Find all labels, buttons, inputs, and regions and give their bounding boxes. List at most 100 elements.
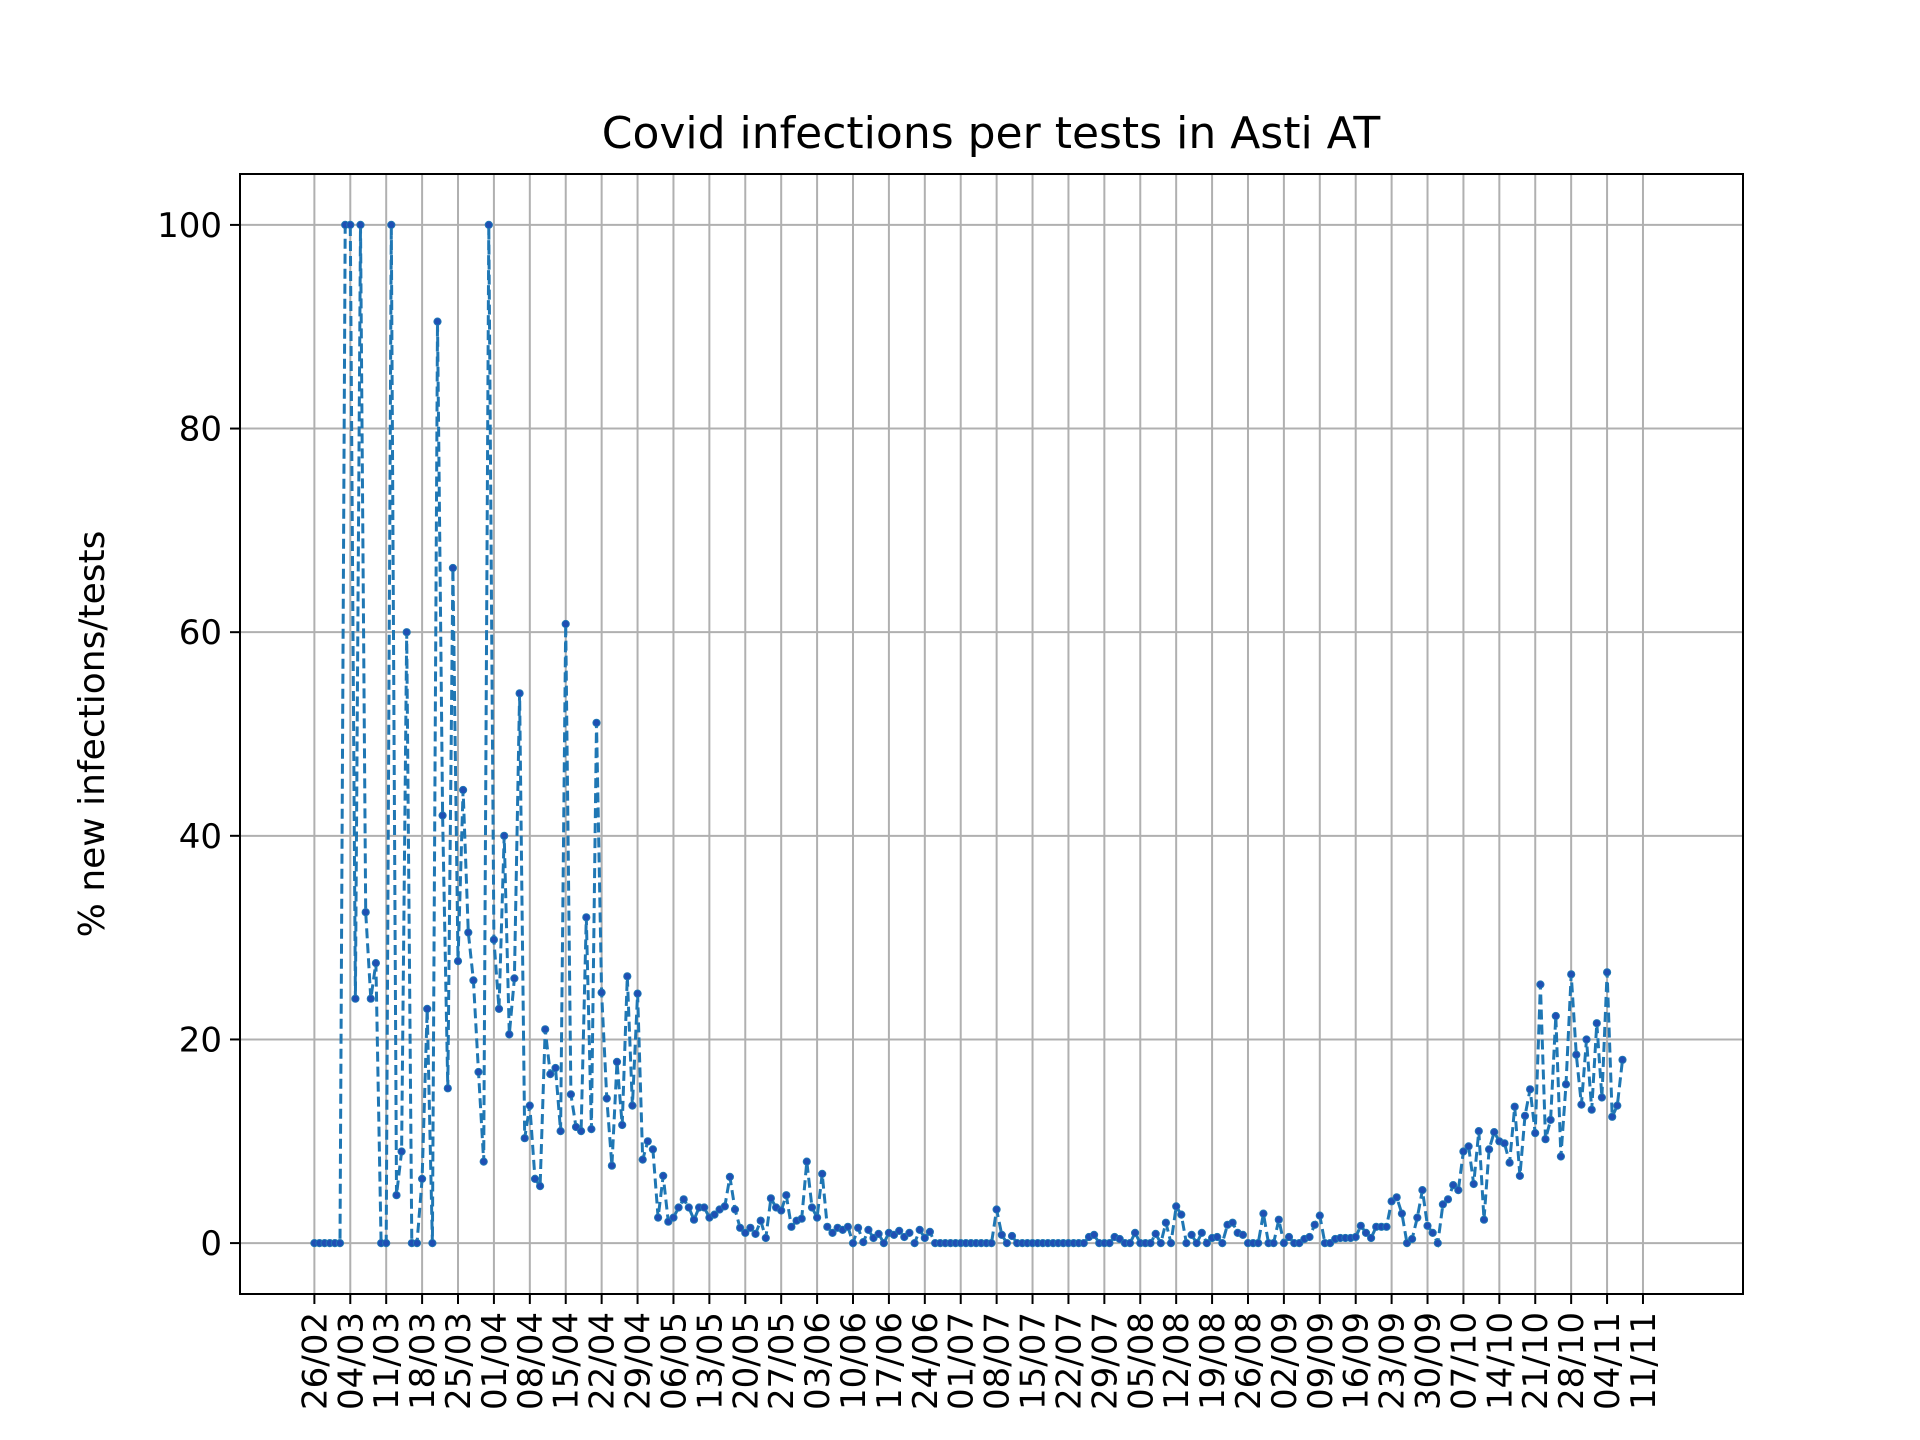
x-tick-label: 08/07 [978, 1312, 1018, 1410]
data-point [438, 811, 447, 820]
x-tick-label: 01/04 [475, 1312, 515, 1410]
data-point [1515, 1171, 1525, 1181]
x-tick-label: 26/02 [295, 1312, 335, 1410]
data-point [1520, 1111, 1530, 1120]
data-point [1079, 1239, 1088, 1248]
x-tick-label: 04/11 [1588, 1312, 1628, 1410]
x-tick-label: 29/04 [619, 1312, 659, 1410]
data-point [1192, 1239, 1201, 1248]
data-point [1177, 1210, 1186, 1219]
data-point [1572, 1050, 1581, 1059]
data-point [659, 1171, 668, 1181]
data-point [361, 908, 370, 917]
data-point [813, 1213, 822, 1222]
x-tick-label: 19/08 [1193, 1312, 1233, 1410]
data-point [910, 1239, 919, 1248]
data-point [1397, 1209, 1407, 1218]
data-point [1361, 1228, 1371, 1238]
data-point [433, 317, 442, 326]
data-point [515, 689, 524, 698]
x-tick-label: 02/09 [1265, 1312, 1305, 1410]
x-tick-label: 10/06 [834, 1312, 874, 1410]
x-tick-label: 30/09 [1409, 1312, 1449, 1410]
data-point [720, 1202, 729, 1211]
data-point [664, 1217, 673, 1226]
data-point [1454, 1186, 1463, 1195]
data-point [587, 1125, 596, 1134]
data-point [500, 831, 509, 840]
y-tick-label: 100 [157, 206, 222, 246]
data-point [807, 1203, 817, 1212]
data-point [371, 959, 380, 968]
x-tick-label: 13/05 [690, 1312, 730, 1410]
data-point [987, 1239, 996, 1248]
data-point [1577, 1100, 1586, 1109]
data-point [469, 976, 478, 985]
data-point [689, 1215, 699, 1224]
data-point [1002, 1239, 1012, 1248]
data-point [459, 785, 468, 795]
data-point [1131, 1228, 1140, 1238]
y-tick-label: 20 [179, 1020, 222, 1060]
data-point [484, 220, 493, 229]
data-point [402, 628, 411, 637]
x-tick-label: 15/07 [1014, 1312, 1054, 1410]
data-point [592, 718, 601, 727]
data-point [412, 1239, 422, 1248]
data-point [751, 1229, 760, 1239]
data-point [1541, 1135, 1550, 1144]
data-point [1613, 1101, 1622, 1110]
data-point [1510, 1102, 1519, 1111]
data-point [997, 1230, 1006, 1240]
data-point [1474, 1127, 1483, 1136]
x-tick-label: 11/11 [1624, 1312, 1664, 1410]
data-point [1423, 1221, 1432, 1230]
data-point [397, 1147, 406, 1156]
data-point [684, 1203, 693, 1212]
x-tick-label: 29/07 [1085, 1312, 1125, 1410]
data-point [741, 1228, 750, 1238]
data-point [1433, 1239, 1442, 1248]
x-tick-label: 15/04 [547, 1312, 587, 1410]
data-point [730, 1205, 740, 1214]
data-point [1556, 1152, 1566, 1161]
x-tick-label: 01/07 [942, 1312, 982, 1410]
data-point [561, 619, 570, 629]
data-point [1618, 1055, 1627, 1064]
data-point [879, 1239, 888, 1248]
data-point [356, 220, 365, 229]
data-point [530, 1174, 540, 1184]
data-point [1213, 1232, 1222, 1242]
data-point [1151, 1229, 1160, 1239]
x-tick-label: 24/06 [906, 1312, 946, 1410]
data-point [1526, 1085, 1535, 1094]
x-tick-label: 27/05 [762, 1312, 802, 1410]
data-point [777, 1206, 786, 1215]
data-point [1608, 1112, 1617, 1121]
data-point [1182, 1239, 1191, 1248]
data-point [828, 1228, 837, 1238]
data-point [423, 1004, 432, 1014]
data-point [864, 1225, 873, 1235]
data-point [1490, 1128, 1499, 1137]
data-point [1315, 1211, 1324, 1220]
data-point [1479, 1215, 1489, 1224]
data-point [1351, 1232, 1360, 1242]
data-point [1438, 1200, 1448, 1209]
y-tick-label: 80 [179, 410, 222, 450]
x-tick-label: 14/10 [1480, 1312, 1520, 1410]
data-point [1146, 1239, 1155, 1248]
data-point [1469, 1179, 1478, 1189]
data-point [1428, 1228, 1437, 1238]
data-point [1115, 1234, 1124, 1244]
x-axis: 26/0204/0311/0318/0325/0301/0408/0415/04… [295, 1294, 1664, 1410]
data-point [679, 1195, 688, 1204]
x-tick-label: 17/06 [870, 1312, 910, 1410]
data-point [443, 1084, 452, 1093]
x-tick-label: 22/04 [583, 1312, 623, 1410]
data-point [1166, 1239, 1176, 1248]
data-point [351, 994, 360, 1003]
data-point [607, 1161, 617, 1170]
data-point [536, 1182, 545, 1191]
